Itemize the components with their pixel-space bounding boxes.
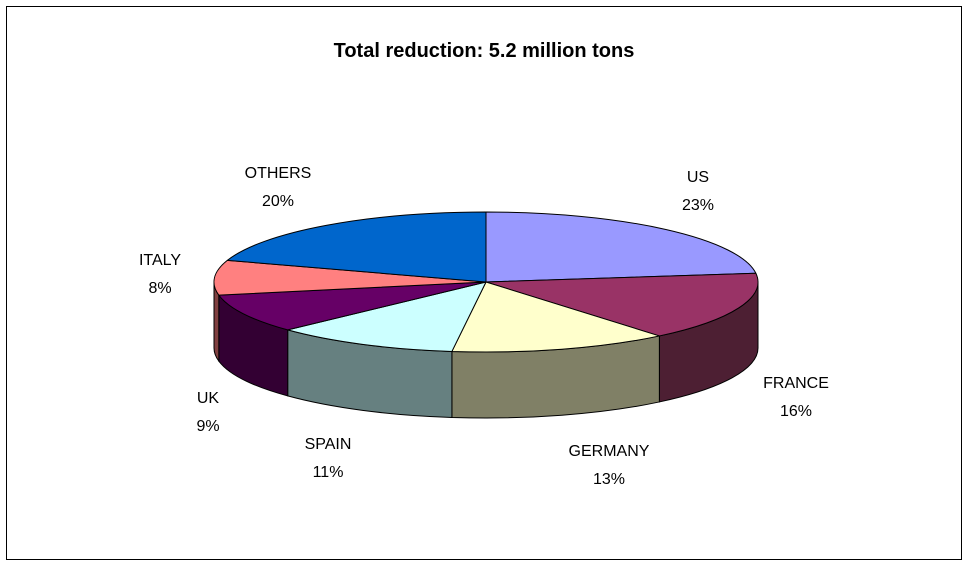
slice-us [485,211,757,283]
slice-germany [451,281,660,353]
slice-uk [218,281,487,331]
chart-title: Total reduction: 5.2 million tons [333,40,635,62]
slice-france [485,272,759,337]
slice-label-uk: UK [197,390,220,407]
slice-label-france: FRANCE [763,375,829,392]
slice-label-italy: ITALY [139,252,181,269]
slice-percent-france: 16% [780,403,812,420]
slice-others [226,211,487,283]
slice-label-others: OTHERS [245,165,312,182]
slice-italy [213,259,487,296]
slice-percent-germany: 13% [593,471,625,488]
slice-percent-italy: 8% [148,280,171,297]
slice-percent-us: 23% [682,197,714,214]
slice-percent-others: 20% [262,193,294,210]
slice-label-us: US [687,169,709,186]
slice-label-spain: SPAIN [305,436,352,453]
slice-percent-uk: 9% [196,418,219,435]
slice-label-germany: GERMANY [569,443,650,460]
slice-spain [287,281,487,352]
slice-percent-spain: 11% [313,464,344,481]
